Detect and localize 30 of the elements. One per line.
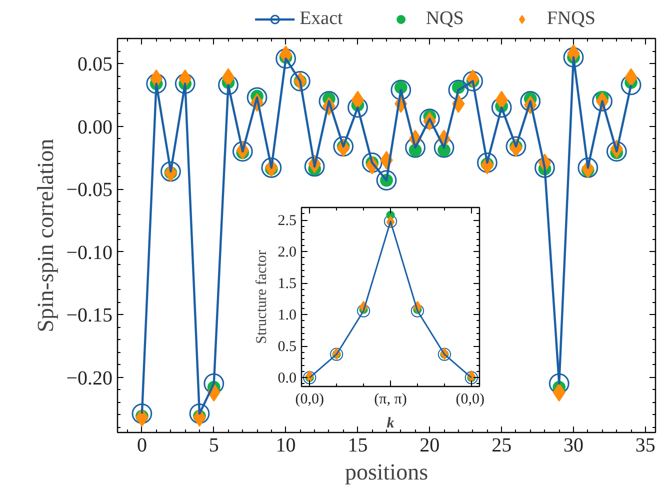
y-tick-label: −0.20 <box>66 367 112 390</box>
y-tick-label: 2.0 <box>278 244 296 261</box>
x-tick-label: 5 <box>208 434 219 456</box>
y-axis-title: Structure factor <box>254 250 270 344</box>
y-tick-label: 0.05 <box>78 54 112 76</box>
x-tick-label: 30 <box>564 434 584 456</box>
y-tick-label: −0.05 <box>66 179 112 202</box>
x-tick-label: 35 <box>635 434 656 456</box>
y-tick-label: 0.5 <box>278 339 296 356</box>
x-axis-title: positions <box>344 460 428 484</box>
legend-label: FNQS <box>546 8 596 30</box>
x-tick-label: (π, π) <box>374 392 407 408</box>
y-axis-title: Spin-spin correlation <box>33 138 58 332</box>
x-tick-label: (0,0) <box>295 392 324 408</box>
x-axis-title: k <box>386 416 395 432</box>
x-tick-label: 20 <box>420 434 440 456</box>
y-tick-label: −0.10 <box>66 242 112 264</box>
y-tick-label: 2.5 <box>278 213 296 230</box>
legend-label: Exact <box>300 8 343 30</box>
x-tick-label: 25 <box>492 434 512 456</box>
y-tick-label: 0.0 <box>278 370 296 387</box>
y-tick-label: 0.00 <box>78 116 112 138</box>
y-tick-label: −0.15 <box>66 304 112 327</box>
x-tick-label: 0 <box>136 434 147 456</box>
y-tick-label: 1.5 <box>278 276 296 292</box>
x-tick-label: 15 <box>348 434 368 456</box>
legend-label: NQS <box>426 8 464 30</box>
x-tick-label: (0,0) <box>456 392 485 408</box>
y-tick-label: 1.0 <box>278 308 296 324</box>
x-tick-label: 10 <box>276 434 296 456</box>
